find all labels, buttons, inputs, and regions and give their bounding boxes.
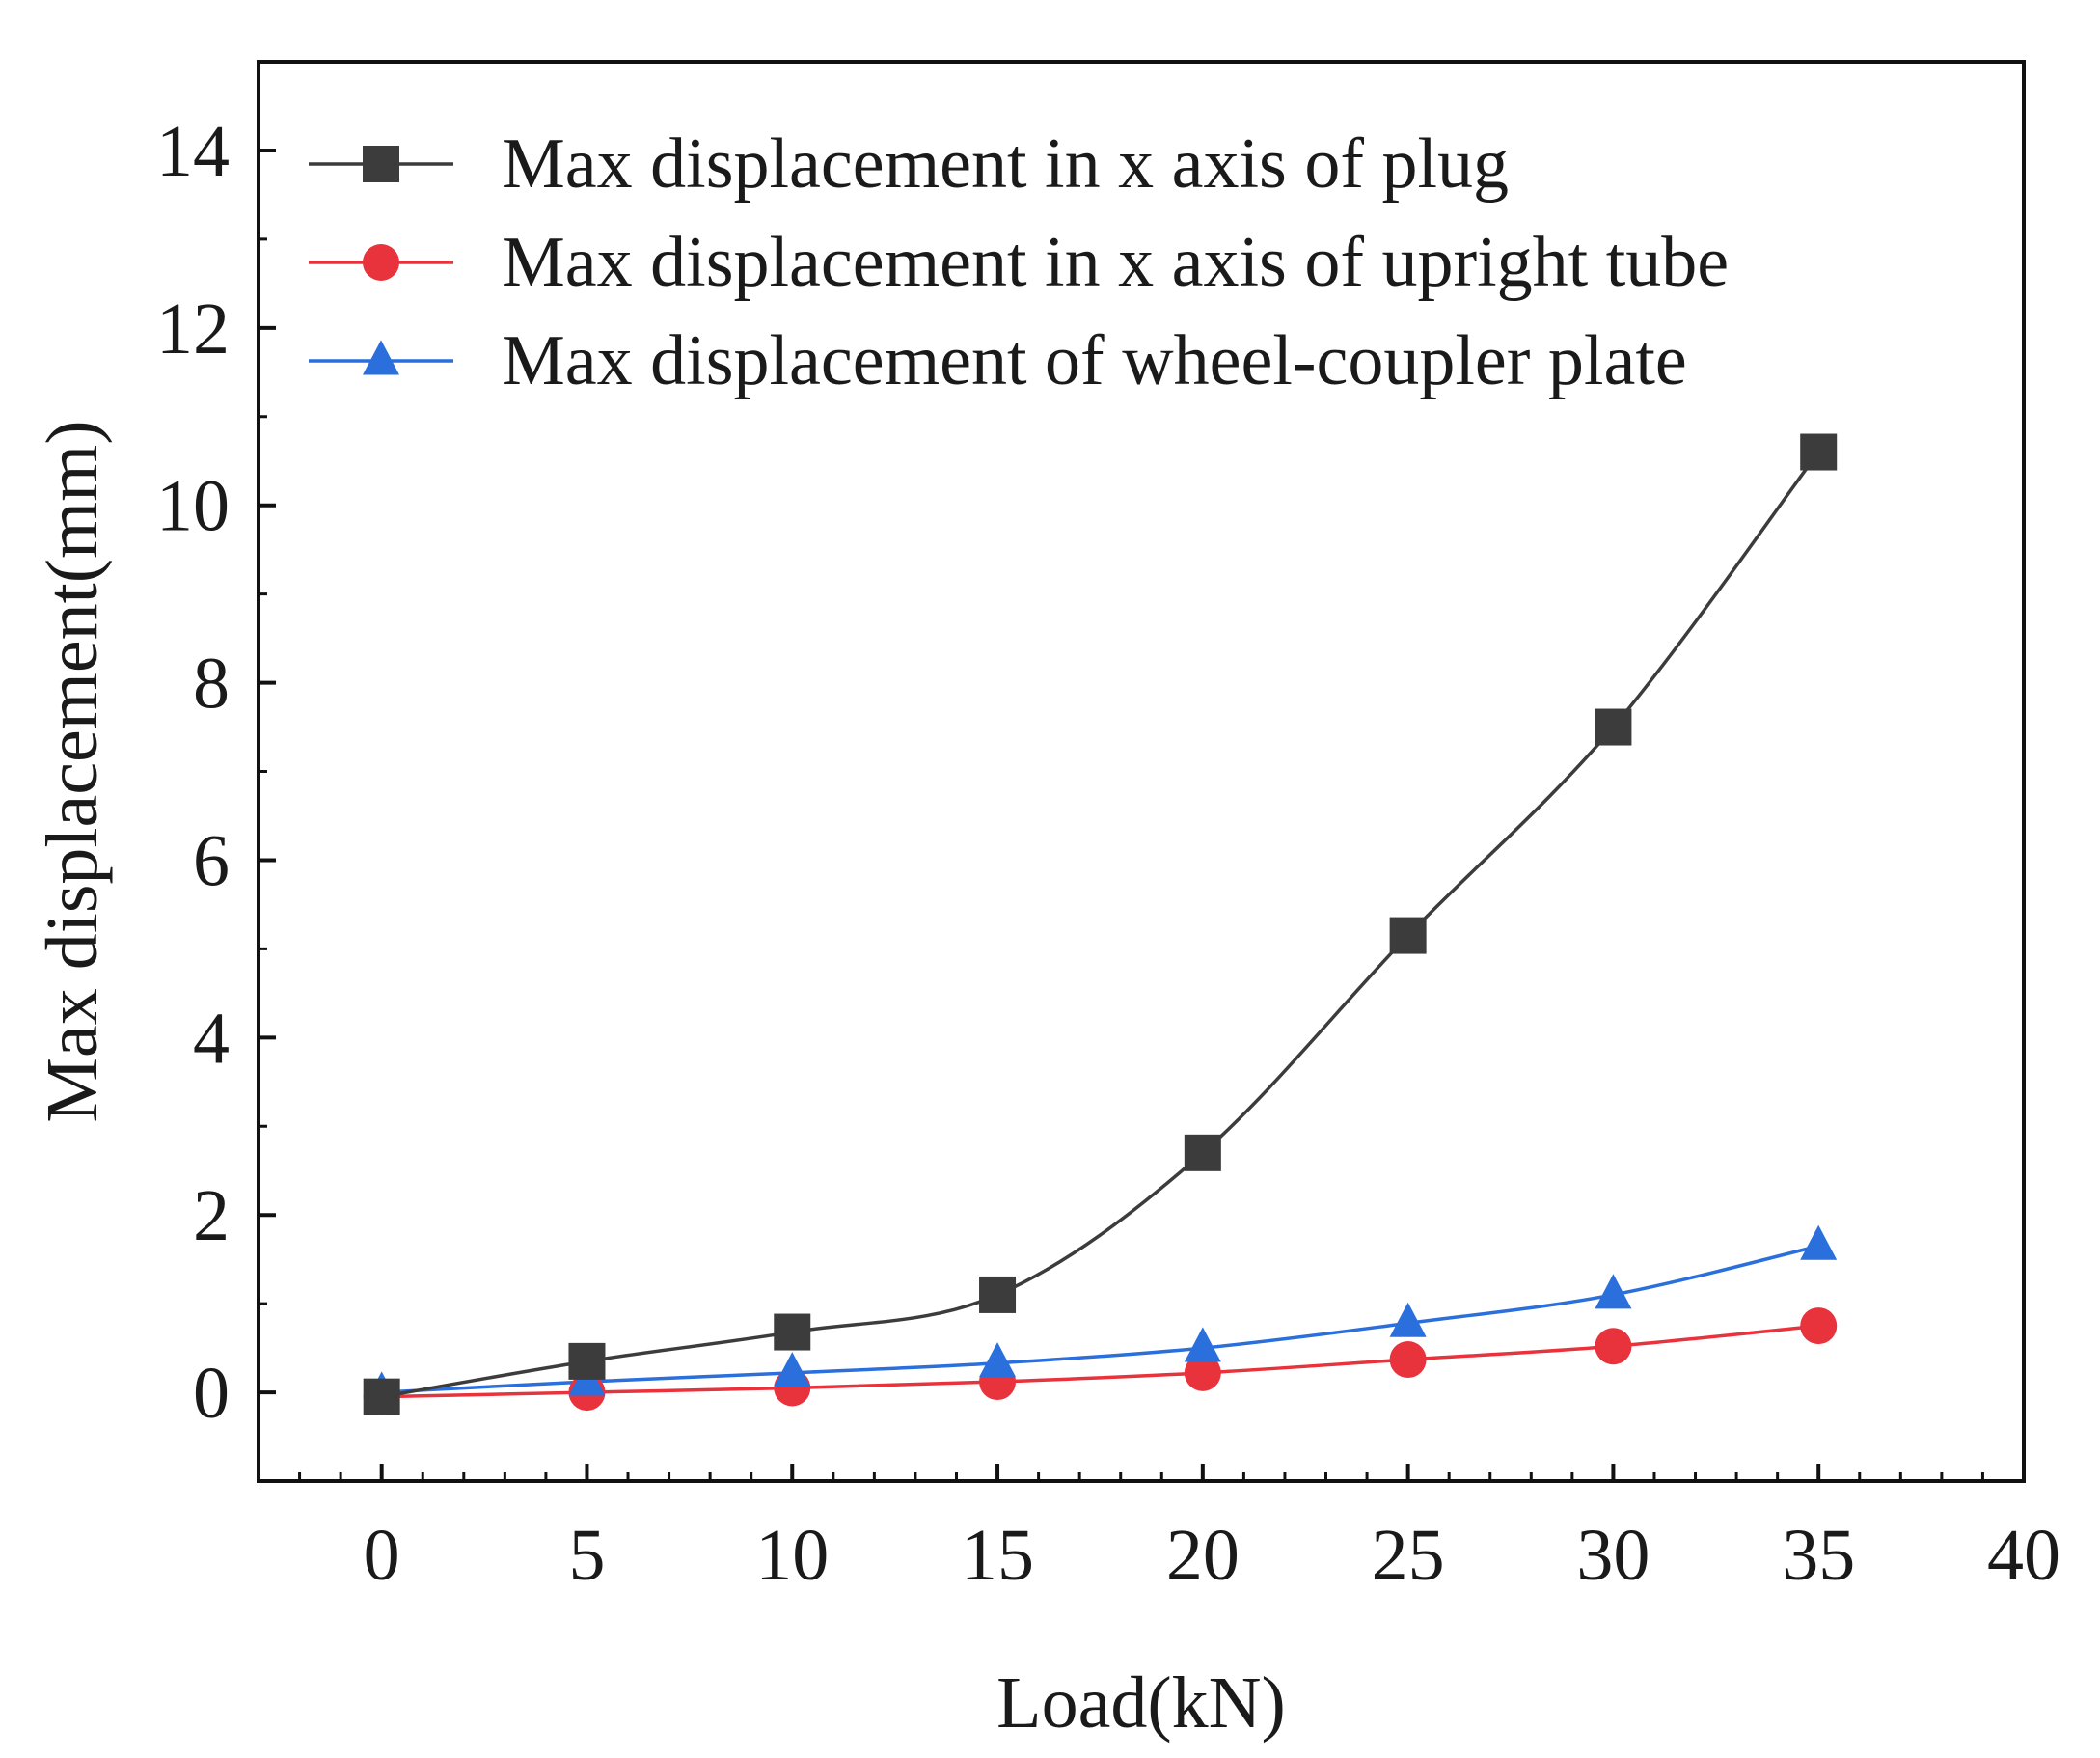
data-point-triangle	[774, 1352, 811, 1387]
series-line-triangle	[381, 1244, 1819, 1394]
series-line-circle	[381, 1324, 1819, 1399]
data-point-triangle	[1595, 1274, 1632, 1309]
data-point-square	[774, 1313, 811, 1351]
y-tick-label: 6	[193, 820, 230, 901]
legend-marker-triangle	[363, 340, 399, 375]
y-tick-label: 14	[156, 111, 230, 192]
data-point-square	[1595, 708, 1632, 746]
data-point-square	[363, 1378, 400, 1415]
data-point-circle	[1184, 1354, 1221, 1391]
x-tick-label: 15	[961, 1515, 1034, 1596]
y-axis-title: Max displacement(mm)	[32, 420, 113, 1122]
data-point-circle	[1595, 1328, 1632, 1365]
data-point-square	[568, 1342, 606, 1380]
data-point-circle	[1800, 1307, 1838, 1345]
legend-marker-square	[363, 146, 399, 182]
legend-label: Max displacement of wheel-coupler plate	[502, 321, 1687, 400]
legend-label: Max displacement in x axis of plug	[502, 124, 1509, 204]
y-tick-label: 2	[193, 1175, 230, 1256]
x-axis-title: Load(kN)	[996, 1662, 1286, 1744]
x-tick-label: 35	[1782, 1515, 1855, 1596]
x-tick-label: 10	[755, 1515, 829, 1596]
series-layer	[363, 433, 1838, 1415]
y-tick-label: 10	[156, 466, 230, 547]
x-tick-label: 0	[364, 1515, 400, 1596]
legend-marker-circle	[363, 244, 399, 281]
x-tick-label: 5	[568, 1515, 605, 1596]
x-tick-label: 25	[1372, 1515, 1445, 1596]
data-point-triangle	[1389, 1302, 1427, 1337]
data-point-triangle	[979, 1342, 1017, 1378]
x-tick-label: 20	[1166, 1515, 1240, 1596]
y-tick-label: 12	[156, 288, 230, 370]
data-point-circle	[1389, 1341, 1427, 1379]
x-tick-label: 30	[1576, 1515, 1650, 1596]
y-tick-label: 8	[193, 644, 230, 725]
x-tick-label: 40	[1987, 1515, 2060, 1596]
legend: Max displacement in x axis of plug Max di…	[309, 124, 1729, 400]
data-point-triangle	[1184, 1327, 1221, 1362]
legend-label: Max displacement in x axis of upright tu…	[502, 223, 1729, 302]
axes: 0 5 10 15 20 25 30 35 40 0 2 4 6 8 10 12 14 Load(kN) Max d…	[32, 60, 2060, 1744]
y-tick-label: 4	[193, 998, 230, 1079]
y-tick-label: 0	[193, 1353, 230, 1434]
series-line-square	[381, 451, 1820, 1399]
data-point-square	[1184, 1134, 1221, 1171]
data-point-triangle	[1800, 1224, 1838, 1260]
data-point-square	[1800, 433, 1838, 471]
data-point-square	[979, 1276, 1017, 1313]
data-point-square	[1389, 917, 1427, 954]
